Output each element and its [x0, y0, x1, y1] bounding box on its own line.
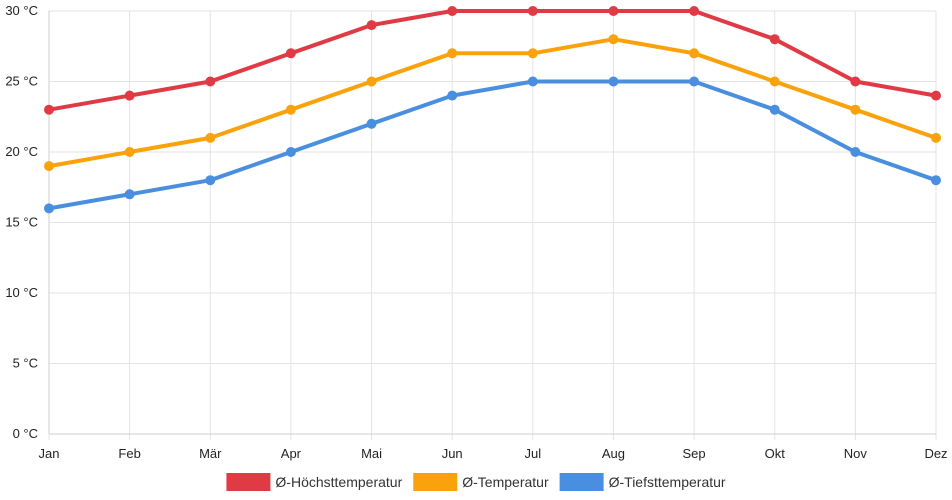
data-point[interactable]: [689, 6, 700, 16]
series-line: [47, 79, 938, 211]
data-point[interactable]: [931, 175, 941, 186]
legend[interactable]: Ø-Höchsttemperatur Ø-Temperatur Ø-Tiefstte…: [226, 473, 726, 491]
x-tick-label: Feb: [118, 446, 140, 461]
data-point[interactable]: [689, 76, 700, 87]
series-group: [44, 6, 941, 214]
data-point[interactable]: [931, 132, 941, 143]
legend-item[interactable]: Ø-Höchsttemperatur: [226, 473, 403, 491]
x-tick-label: Aug: [602, 446, 625, 461]
legend-swatch: [413, 473, 458, 491]
x-tick-label: Okt: [765, 446, 786, 461]
data-point[interactable]: [124, 147, 135, 157]
x-tick-label: Apr: [281, 446, 302, 461]
y-tick-label: 25 °C: [5, 74, 38, 89]
data-point[interactable]: [527, 48, 538, 59]
legend-swatch: [559, 473, 604, 491]
data-point[interactable]: [850, 76, 861, 87]
data-point[interactable]: [447, 90, 458, 101]
legend-label: Ø-Tiefsttemperatur: [609, 474, 726, 490]
data-point[interactable]: [366, 20, 377, 31]
legend-label: Ø-Höchsttemperatur: [275, 474, 402, 490]
data-point[interactable]: [285, 147, 296, 157]
data-point[interactable]: [769, 76, 780, 87]
series-1: [44, 6, 941, 115]
y-tick-label: 10 °C: [5, 285, 38, 300]
legend-item[interactable]: Ø-Temperatur: [413, 473, 549, 491]
x-tick-label: Nov: [844, 446, 868, 461]
data-point[interactable]: [44, 161, 54, 172]
x-tick-label: Dez: [924, 446, 947, 461]
data-point[interactable]: [769, 104, 780, 115]
data-point[interactable]: [527, 6, 538, 16]
y-tick-label: 5 °C: [13, 356, 38, 371]
x-tick-label: Mai: [361, 446, 382, 461]
y-tick-label: 0 °C: [13, 426, 38, 441]
data-point[interactable]: [689, 48, 700, 59]
data-point[interactable]: [205, 132, 216, 143]
data-point[interactable]: [447, 48, 458, 59]
y-tick-label: 20 °C: [5, 144, 38, 159]
legend-item[interactable]: Ø-Tiefsttemperatur: [559, 473, 726, 491]
data-point[interactable]: [285, 104, 296, 115]
data-point[interactable]: [124, 189, 135, 200]
data-point[interactable]: [769, 34, 780, 45]
x-tick-label: Jun: [442, 446, 463, 461]
data-point[interactable]: [205, 175, 216, 186]
y-tick-label: 30 °C: [5, 3, 38, 18]
x-tick-label: Mär: [199, 446, 222, 461]
y-axis: 0 °C 5 °C 10 °C 15 °C 20 °C 25 °C 30 °C: [5, 3, 38, 441]
series-line: [47, 9, 938, 112]
series-3: [44, 76, 941, 214]
x-axis: Jan Feb Mär Apr Mai Jun Jul Aug Sep Okt Nov Dez: [39, 446, 948, 461]
grid: [48, 10, 937, 440]
data-point[interactable]: [931, 90, 941, 101]
y-tick-label: 15 °C: [5, 215, 38, 230]
x-tick-label: Jan: [39, 446, 60, 461]
series-2: [44, 34, 941, 172]
data-point[interactable]: [608, 34, 619, 45]
data-point[interactable]: [44, 203, 54, 214]
data-point[interactable]: [850, 147, 861, 157]
data-point[interactable]: [447, 6, 458, 16]
data-point[interactable]: [205, 76, 216, 87]
data-point[interactable]: [850, 104, 861, 115]
data-point[interactable]: [366, 76, 377, 87]
data-point[interactable]: [608, 76, 619, 87]
x-tick-label: Sep: [683, 446, 706, 461]
data-point[interactable]: [608, 6, 619, 16]
series-line: [47, 37, 938, 169]
data-point[interactable]: [366, 118, 377, 129]
x-tick-label: Jul: [525, 446, 542, 461]
data-point[interactable]: [285, 48, 296, 59]
legend-swatch: [226, 473, 271, 491]
data-point[interactable]: [44, 104, 54, 115]
data-point[interactable]: [124, 90, 135, 101]
legend-label: Ø-Temperatur: [462, 474, 549, 490]
data-point[interactable]: [527, 76, 538, 87]
